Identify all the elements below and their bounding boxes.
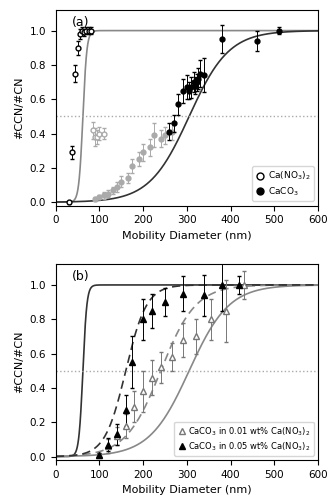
X-axis label: Mobility Diameter (nm): Mobility Diameter (nm) [122, 231, 252, 241]
Y-axis label: #CCN/#CN: #CCN/#CN [14, 76, 24, 139]
Text: (b): (b) [72, 270, 89, 283]
Text: (a): (a) [72, 16, 89, 29]
X-axis label: Mobility Diameter (nm): Mobility Diameter (nm) [122, 486, 252, 496]
Legend: Ca(NO$_3$)$_2$, CaCO$_3$: Ca(NO$_3$)$_2$, CaCO$_3$ [252, 166, 314, 201]
Legend: CaCO$_3$ in 0.01 wt% Ca(NO$_3$)$_2$, CaCO$_3$ in 0.05 wt% Ca(NO$_3$)$_2$: CaCO$_3$ in 0.01 wt% Ca(NO$_3$)$_2$, CaC… [174, 422, 314, 456]
Y-axis label: #CCN/#CN: #CCN/#CN [14, 331, 24, 394]
